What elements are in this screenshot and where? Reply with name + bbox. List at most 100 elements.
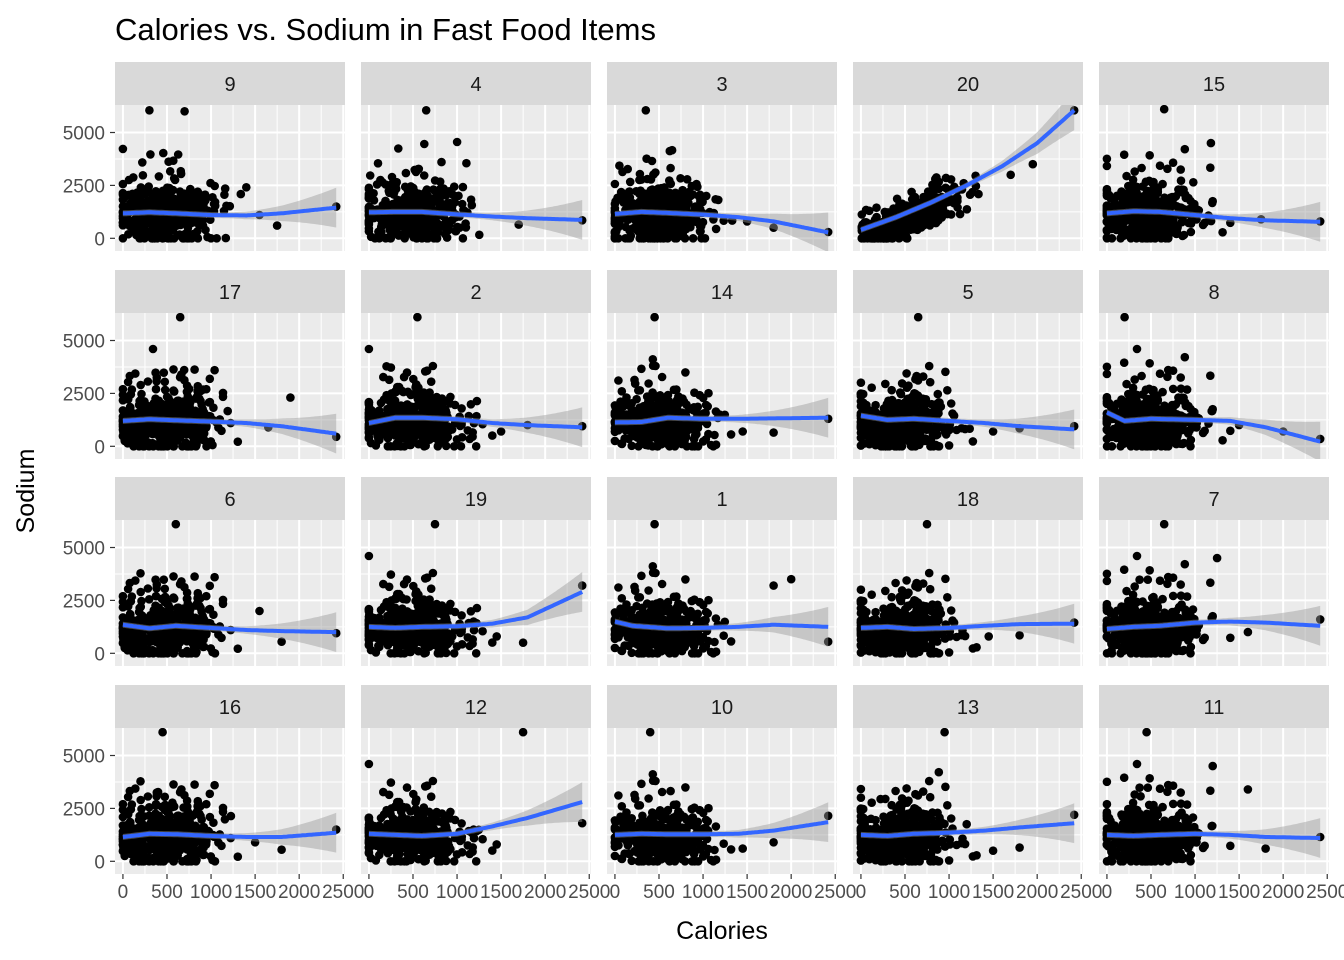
data-point xyxy=(1118,189,1127,198)
facet-panel-19: 19 xyxy=(361,477,591,666)
data-point xyxy=(1125,430,1135,440)
data-point xyxy=(934,423,943,432)
smooth-line xyxy=(1106,410,1321,444)
data-point xyxy=(1160,401,1169,411)
data-point xyxy=(154,396,164,406)
facet-panel-15: 15 xyxy=(1099,62,1329,251)
data-point xyxy=(617,387,627,396)
data-point xyxy=(899,431,908,441)
data-point xyxy=(387,419,397,428)
data-point xyxy=(175,579,185,589)
data-point xyxy=(218,599,228,609)
data-point xyxy=(514,220,523,229)
data-point xyxy=(455,421,465,431)
points xyxy=(118,106,341,243)
data-point xyxy=(1125,202,1134,211)
data-point xyxy=(146,403,155,413)
data-point xyxy=(456,442,466,451)
data-point xyxy=(180,214,190,223)
data-point xyxy=(698,437,708,446)
data-point xyxy=(1207,406,1216,416)
data-point xyxy=(364,344,374,354)
data-point xyxy=(885,222,895,232)
data-point xyxy=(143,377,153,386)
facet-panel-5: 5 xyxy=(853,270,1083,459)
data-point xyxy=(903,404,912,414)
data-point xyxy=(615,161,624,170)
data-point xyxy=(170,423,179,433)
data-point xyxy=(421,106,431,115)
data-point xyxy=(1150,438,1159,448)
data-point xyxy=(180,425,190,435)
data-point xyxy=(394,144,403,153)
data-point xyxy=(1226,218,1235,228)
data-point xyxy=(1163,365,1173,375)
data-point xyxy=(1132,231,1141,240)
data-point xyxy=(1102,362,1112,372)
data-point xyxy=(419,171,429,180)
data-point xyxy=(698,393,708,403)
data-point xyxy=(1186,227,1196,237)
data-point xyxy=(188,432,198,442)
data-point xyxy=(611,402,620,412)
data-point xyxy=(137,611,147,620)
data-point xyxy=(1206,138,1216,148)
data-point xyxy=(426,377,436,387)
data-point xyxy=(635,386,645,395)
data-point xyxy=(934,184,944,194)
data-point xyxy=(193,598,202,608)
data-point xyxy=(413,313,422,322)
data-point xyxy=(1180,144,1190,154)
data-point xyxy=(1206,163,1215,172)
data-point xyxy=(136,587,145,597)
points xyxy=(364,313,587,451)
facet-strip-label: 14 xyxy=(711,282,733,304)
data-point xyxy=(182,594,192,604)
data-point xyxy=(496,427,506,436)
facet-strip xyxy=(361,477,591,520)
data-point xyxy=(610,427,620,437)
data-point xyxy=(223,406,232,416)
data-point xyxy=(953,196,962,206)
data-point xyxy=(136,380,145,390)
data-point xyxy=(887,385,896,395)
data-point xyxy=(132,222,141,232)
data-point xyxy=(917,436,927,446)
facet-strip-label: 5 xyxy=(962,282,973,304)
facet-strip xyxy=(361,270,591,313)
data-point xyxy=(1176,422,1186,432)
data-point xyxy=(286,393,295,402)
data-point xyxy=(1122,379,1131,389)
data-point xyxy=(129,191,138,200)
data-point xyxy=(650,423,659,432)
data-point xyxy=(1124,181,1133,191)
y-tick-label: 0 xyxy=(94,437,105,458)
data-point xyxy=(650,313,659,322)
data-point xyxy=(169,386,178,395)
data-point xyxy=(181,230,190,239)
data-point xyxy=(255,606,264,616)
data-point xyxy=(411,420,421,429)
data-point xyxy=(1186,442,1195,451)
data-point xyxy=(769,428,778,437)
data-point xyxy=(1102,161,1112,171)
data-point xyxy=(451,226,461,236)
data-point xyxy=(1218,436,1227,445)
data-point xyxy=(655,392,664,401)
data-point xyxy=(872,212,881,222)
data-point xyxy=(625,177,635,187)
data-point xyxy=(693,402,703,412)
data-point xyxy=(644,379,653,388)
data-point xyxy=(1102,217,1112,227)
data-point xyxy=(943,209,952,219)
data-point xyxy=(129,173,138,182)
data-point xyxy=(610,214,620,224)
data-point xyxy=(137,649,147,658)
data-point xyxy=(663,390,673,400)
data-point xyxy=(370,409,380,419)
smooth-line xyxy=(860,108,1076,232)
data-point xyxy=(390,187,399,197)
data-point xyxy=(669,190,678,199)
data-point xyxy=(118,390,128,400)
